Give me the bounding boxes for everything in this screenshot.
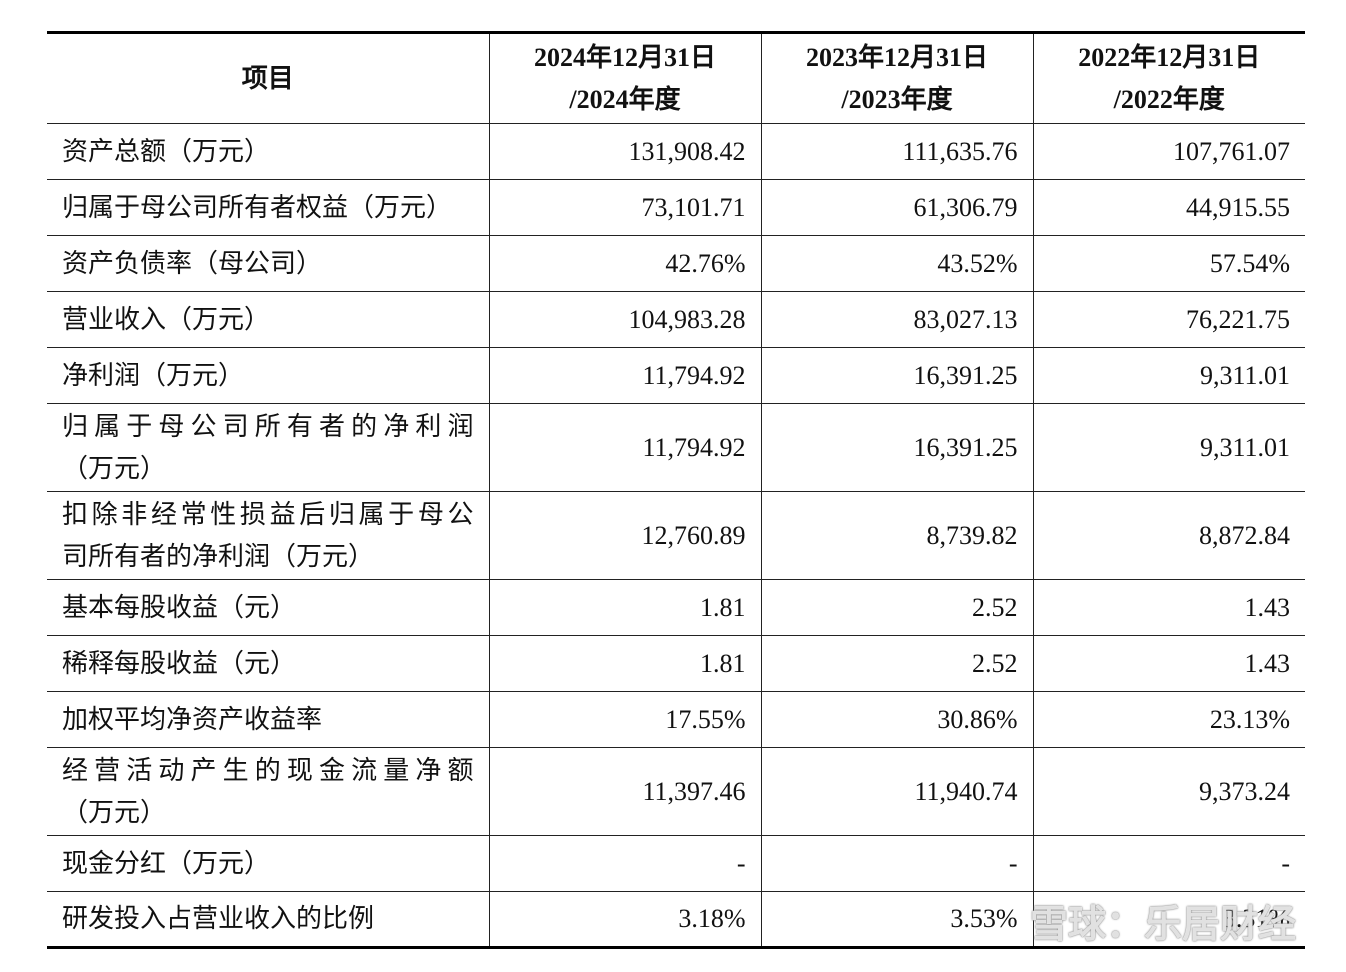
cell-line: /2022年度: [1113, 84, 1225, 114]
value-cell: 57.54%: [1032, 235, 1305, 292]
value-cell: 11,794.92: [488, 403, 761, 492]
table-row: 研发投入占营业收入的比例 3.18% 3.53% 3.31%: [47, 891, 1305, 949]
value-cell: 2.52: [760, 579, 1033, 636]
value-cell: 16,391.25: [760, 347, 1033, 404]
row-label: 稀释每股收益（元）: [47, 635, 489, 692]
table-row: 净利润（万元） 11,794.92 16,391.25 9,311.01: [47, 347, 1305, 404]
watermark: 雪球：乐居财经: [1030, 902, 1297, 946]
value-cell: -: [1032, 835, 1305, 892]
value-cell: 11,794.92: [488, 347, 761, 404]
value-cell: 3.53%: [760, 891, 1033, 949]
value-cell: 61,306.79: [760, 179, 1033, 236]
value-cell: 83,027.13: [760, 291, 1033, 348]
table-row: 归属于母公司所有者的净利润 （万元） 11,794.92 16,391.25 9,311…: [47, 403, 1305, 492]
table-row: 扣除非经常性损益后归属于母公 司所有者的净利润（万元） 12,760.89 8,739…: [47, 491, 1305, 580]
cell-line: /2024年度: [569, 84, 681, 114]
row-label: 研发投入占营业收入的比例: [47, 891, 489, 949]
value-cell: 1.81: [488, 579, 761, 636]
cell-line: （万元）: [62, 453, 167, 483]
value-cell: 44,915.55: [1032, 179, 1305, 236]
table-row: 基本每股收益（元） 1.81 2.52 1.43: [47, 579, 1305, 636]
table-row: 加权平均净资产收益率 17.55% 30.86% 23.13%: [47, 691, 1305, 748]
value-cell: 30.86%: [760, 691, 1033, 748]
header-cell: 2023年12月31日/2023年度: [760, 32, 1033, 124]
row-label: 加权平均净资产收益率: [47, 691, 489, 748]
row-label: 营业收入（万元）: [47, 291, 489, 348]
value-cell: 107,761.07: [1032, 123, 1305, 180]
value-cell: 131,908.42: [488, 123, 761, 180]
value-cell: 9,311.01: [1032, 403, 1305, 492]
cell-line: 2022年12月31日: [1078, 42, 1261, 72]
table-row: 资产负债率（母公司） 42.76% 43.52% 57.54%: [47, 235, 1305, 292]
row-label: 净利润（万元）: [47, 347, 489, 404]
table-row: 营业收入（万元） 104,983.28 83,027.13 76,221.75: [47, 291, 1305, 348]
value-cell: 104,983.28: [488, 291, 761, 348]
row-label: 资产负债率（母公司）: [47, 235, 489, 292]
table-row: 归属于母公司所有者权益（万元） 73,101.71 61,306.79 44,915.…: [47, 179, 1305, 236]
header-row: 项目 2024年12月31日/2024年度 2023年12月31日/2023年度 20…: [47, 32, 1305, 124]
cell-line: 2024年12月31日: [533, 42, 716, 72]
cell-line: （万元）: [62, 797, 167, 827]
cell-line: 司所有者的净利润（万元）: [62, 541, 375, 571]
table-row: 稀释每股收益（元） 1.81 2.52 1.43: [47, 635, 1305, 692]
value-cell: 1.43: [1032, 579, 1305, 636]
row-label: 扣除非经常性损益后归属于母公 司所有者的净利润（万元）: [47, 491, 489, 580]
value-cell: 1.81: [488, 635, 761, 692]
value-cell: 3.31%: [1032, 891, 1305, 949]
value-cell: 42.76%: [488, 235, 761, 292]
value-cell: -: [488, 835, 761, 892]
row-label: 资产总额（万元）: [47, 123, 489, 180]
row-label: 现金分红（万元）: [47, 835, 489, 892]
value-cell: 12,760.89: [488, 491, 761, 580]
row-label: 归属于母公司所有者权益（万元）: [47, 179, 489, 236]
value-cell: 8,872.84: [1032, 491, 1305, 580]
value-cell: 9,311.01: [1032, 347, 1305, 404]
value-cell: -: [760, 835, 1033, 892]
row-label: 归属于母公司所有者的净利润 （万元）: [47, 403, 489, 492]
financial-table: 项目 2024年12月31日/2024年度 2023年12月31日/2023年度 20…: [47, 31, 1305, 949]
cell-line: /2023年度: [841, 84, 953, 114]
value-cell: 11,940.74: [760, 747, 1033, 836]
cell-line: 2023年12月31日: [805, 42, 988, 72]
value-cell: 23.13%: [1032, 691, 1305, 748]
value-cell: 16,391.25: [760, 403, 1033, 492]
value-cell: 43.52%: [760, 235, 1033, 292]
header-cell: 2022年12月31日/2022年度: [1032, 32, 1305, 124]
value-cell: 1.43: [1032, 635, 1305, 692]
value-cell: 76,221.75: [1032, 291, 1305, 348]
value-cell: 11,397.46: [488, 747, 761, 836]
cell-line: 经营活动产生的现金流量净额: [62, 755, 474, 785]
cell-line: 扣除非经常性损益后归属于母公: [62, 499, 474, 529]
value-cell: 9,373.24: [1032, 747, 1305, 836]
header-cell: 2024年12月31日/2024年度: [488, 32, 761, 124]
value-cell: 8,739.82: [760, 491, 1033, 580]
value-cell: 3.18%: [488, 891, 761, 949]
value-cell: 73,101.71: [488, 179, 761, 236]
table-row: 资产总额（万元） 131,908.42 111,635.76 107,761.07: [47, 123, 1305, 180]
value-cell: 17.55%: [488, 691, 761, 748]
header-cell: 项目: [47, 32, 489, 124]
cell-line: 归属于母公司所有者的净利润: [62, 411, 474, 441]
table-row: 现金分红（万元） - - -: [47, 835, 1305, 892]
row-label: 经营活动产生的现金流量净额 （万元）: [47, 747, 489, 836]
value-cell: 2.52: [760, 635, 1033, 692]
table-row: 经营活动产生的现金流量净额 （万元） 11,397.46 11,940.74 9,373…: [47, 747, 1305, 836]
value-cell: 111,635.76: [760, 123, 1033, 180]
row-label: 基本每股收益（元）: [47, 579, 489, 636]
